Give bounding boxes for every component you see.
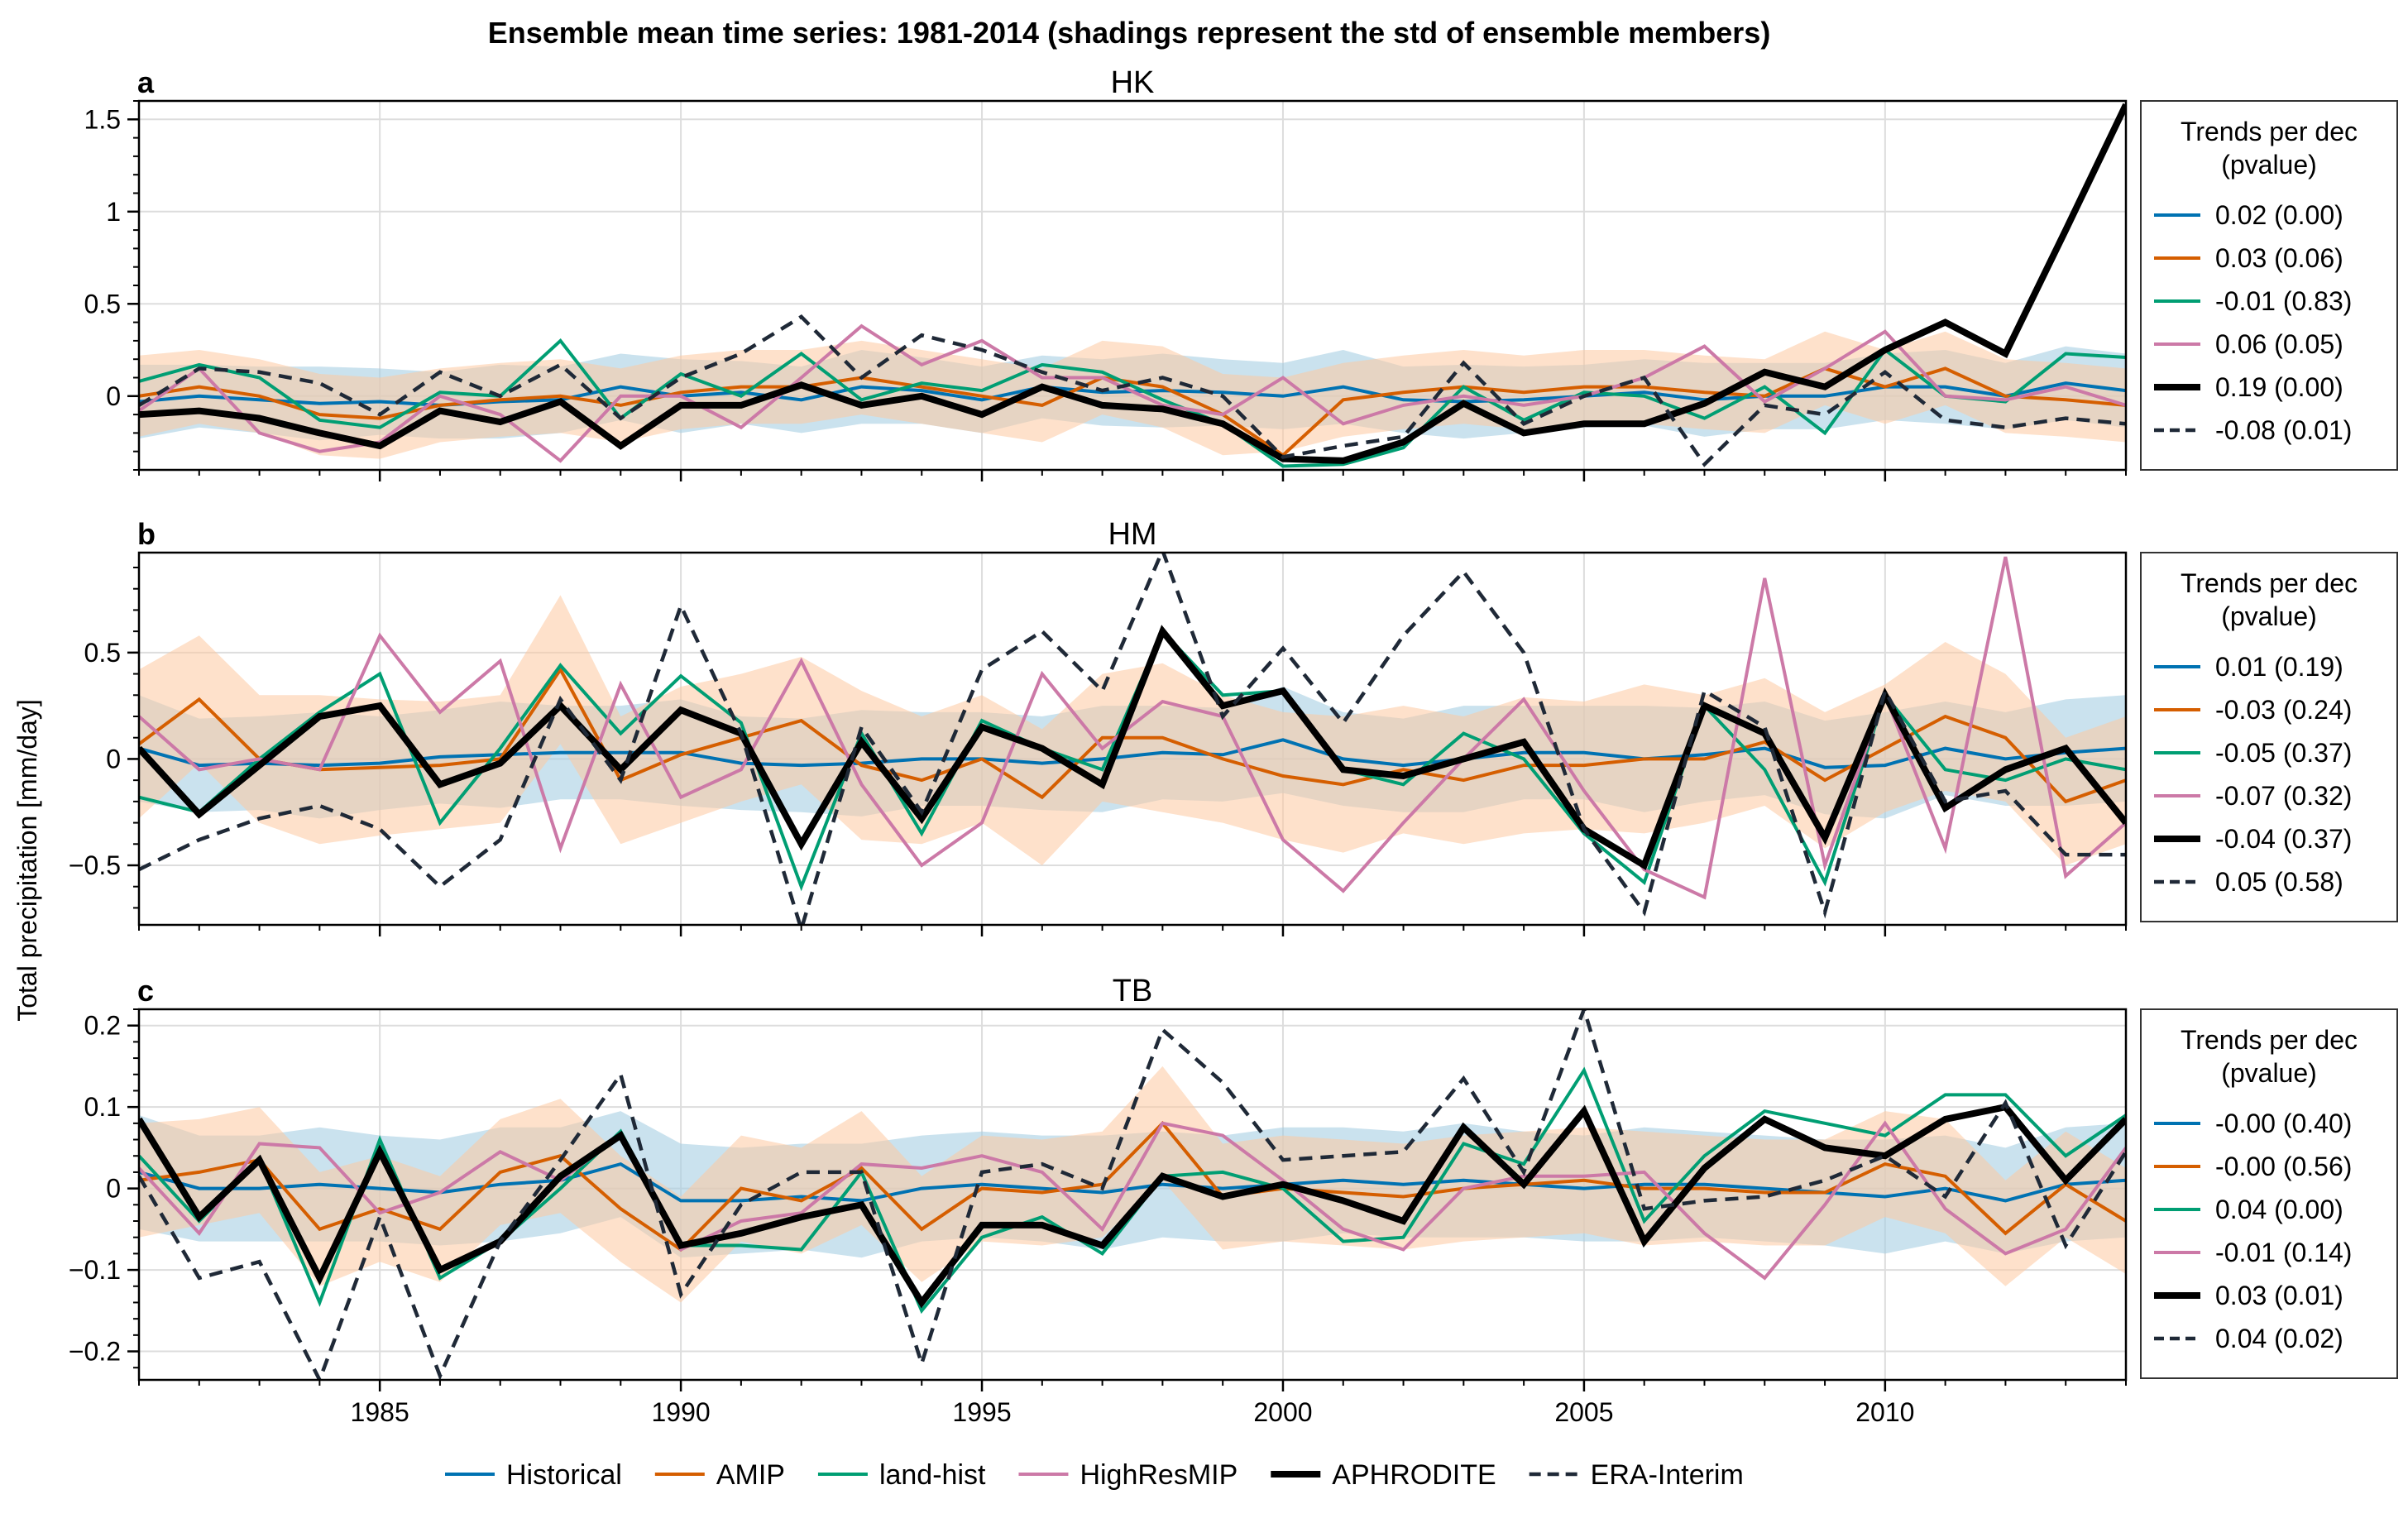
panel-c: −0.2 −0.1 0 0.1 0.2 1985 1990 1995 2000 2005 2010… <box>69 974 2398 1427</box>
panel-b-legend-entry-era-interim: 0.05 (0.58) <box>2215 867 2343 897</box>
panel-b-series-historical <box>139 738 2126 769</box>
x-tick-label-1990: 1990 <box>651 1397 710 1427</box>
panel-c-x-ticks: 1985 1990 1995 2000 2005 2010 <box>138 1380 2127 1427</box>
panel-c-series-historical <box>139 1161 2126 1203</box>
panel-c-y-tick-label-2: 0 <box>106 1174 121 1204</box>
panel-c-legend-box <box>2140 1008 2398 1379</box>
panel-c-series-aphrodite <box>139 1103 2126 1309</box>
panel-b-legend-entry-aphrodite: -0.04 (0.37) <box>2215 824 2352 854</box>
panel-a-y-tick-label-0: 0 <box>106 381 121 411</box>
panel-c-series-highresmip <box>139 1120 2126 1281</box>
x-tick-label-2010: 2010 <box>1855 1397 1914 1427</box>
panel-c-legend-entry-era-interim: 0.04 (0.02) <box>2215 1324 2343 1353</box>
panel-b-legend-title-2: (pvalue) <box>2221 601 2317 631</box>
panel-b-series-aphrodite <box>139 625 2126 870</box>
panel-c-legend-entry-aphrodite: 0.03 (0.01) <box>2215 1281 2343 1310</box>
panel-a-legend-entry-aphrodite: 0.19 (0.00) <box>2215 372 2343 402</box>
x-tick-label-2005: 2005 <box>1554 1397 1613 1427</box>
panel-a-series-era-interim <box>139 314 2126 467</box>
panel-a-shade-amip <box>139 331 2126 459</box>
panel-c-series-era-interim <box>139 1009 2126 1380</box>
panel-c-legend-entry-land-hist: 0.04 (0.00) <box>2215 1195 2343 1224</box>
panel-c-y-tick-label-3: 0.1 <box>84 1092 121 1122</box>
panel-c-shades <box>139 1066 2126 1303</box>
panel-c-title: TB <box>1113 974 1153 1008</box>
panel-b-frame <box>137 551 2128 927</box>
panel-a-shades <box>139 331 2126 459</box>
panel-a-frame <box>137 99 2128 472</box>
panel-b-series-amip <box>139 666 2126 804</box>
x-tick-label-2000: 2000 <box>1253 1397 1312 1427</box>
panel-c-y-ticks: −0.2 −0.1 0 0.1 0.2 <box>69 1008 139 1369</box>
panel-c-series <box>139 1009 2126 1380</box>
x-tick-label-1985: 1985 <box>351 1397 409 1427</box>
panel-b-legend: Trends per dec(pvalue) 0.01 (0.19) -0.03 (… <box>2140 552 2398 922</box>
panel-b-title: HM <box>1108 517 1156 552</box>
panel-b-y-tick-label-1: 0 <box>106 744 121 773</box>
panel-b-legend-entry-land-hist: -0.05 (0.37) <box>2215 738 2352 768</box>
panel-c-legend-entry-amip: -0.00 (0.56) <box>2215 1152 2352 1181</box>
panel-c-shade-amip <box>139 1066 2126 1303</box>
legend-label-era-interim: ERA-Interim <box>1591 1459 1744 1491</box>
panel-a-legend-entry-land-hist: -0.01 (0.83) <box>2215 286 2352 316</box>
panel-a-label: a <box>137 65 155 99</box>
panel-c-legend-entry-historical: -0.00 (0.40) <box>2215 1109 2352 1138</box>
panel-c-y-tick-label-0: −0.2 <box>69 1337 121 1367</box>
legend-label-aphrodite: APHRODITE <box>1332 1459 1496 1491</box>
panel-b-y-tick-label-2: 0.5 <box>84 638 121 668</box>
panel-a-y-tick-label-3: 1.5 <box>84 104 121 134</box>
x-tick-label-1995: 1995 <box>952 1397 1011 1427</box>
panel-b: −0.5 0 0.5 b HM Trends per dec(pvalue) 0.01… <box>69 517 2398 936</box>
y-axis-label: Total precipitation [mm/day] <box>12 699 42 1022</box>
panel-a-series-highresmip <box>139 323 2126 463</box>
bottom-legend: Historical AMIP land-hist HighResMIP APHRODI… <box>445 1459 1744 1491</box>
figure-title: Ensemble mean time series: 1981-2014 (sh… <box>488 16 1771 50</box>
panel-b-series-era-interim <box>139 553 2126 925</box>
panel-b-legend-entry-historical: 0.01 (0.19) <box>2215 652 2343 682</box>
panel-c-legend-title-2: (pvalue) <box>2221 1058 2317 1088</box>
panel-b-series-highresmip <box>139 556 2126 900</box>
panel-a-title: HK <box>1111 65 1155 100</box>
panel-c-y-tick-label-4: 0.2 <box>84 1011 121 1041</box>
panel-c-y-tick-label-1: −0.1 <box>69 1255 121 1285</box>
panel-b-legend-box <box>2140 552 2398 922</box>
panel-a-y-tick-label-1: 0.5 <box>84 289 121 318</box>
legend-label-historical: Historical <box>506 1459 622 1491</box>
panel-b-legend-title-1: Trends per dec <box>2181 568 2358 598</box>
panel-c-frame <box>137 1008 2128 1382</box>
panel-b-label: b <box>137 517 156 551</box>
panel-c-label: c <box>137 974 154 1008</box>
legend-label-highresmip: HighResMIP <box>1080 1459 1238 1491</box>
panel-a-series-aphrodite <box>139 103 2126 464</box>
panel-c-legend-entry-highresmip: -0.01 (0.14) <box>2215 1238 2352 1267</box>
legend-label-land-hist: land-hist <box>879 1459 986 1491</box>
panel-b-series <box>139 553 2126 925</box>
panel-a-y-ticks: 0 0.5 1 1.5 <box>84 100 139 471</box>
panel-c-legend: Trends per dec(pvalue) -0.00 (0.40) -0.00 … <box>2140 1008 2398 1379</box>
panel-a-y-tick-label-2: 1 <box>106 197 121 227</box>
panel-a-legend: Trends per dec (pvalue) 0.02 (0.00) 0.03 (0… <box>2140 100 2398 471</box>
panel-b-legend-entry-highresmip: -0.07 (0.32) <box>2215 781 2352 811</box>
panel-a-legend-entry-historical: 0.02 (0.00) <box>2215 200 2343 230</box>
panel-a-legend-entry-amip: 0.03 (0.06) <box>2215 243 2343 273</box>
panel-c-series-amip <box>139 1120 2126 1252</box>
panel-c-legend-title-1: Trends per dec <box>2181 1025 2358 1055</box>
panel-a-legend-entry-era-interim: -0.08 (0.01) <box>2215 415 2352 445</box>
panel-b-shade-amip <box>139 595 2126 865</box>
panel-a-legend-title-2: (pvalue) <box>2221 150 2317 180</box>
legend-label-amip: AMIP <box>716 1459 785 1491</box>
panel-b-legend-entry-amip: -0.03 (0.24) <box>2215 695 2352 725</box>
panel-a-legend-box <box>2140 100 2398 471</box>
panel-a-legend-title-1: Trends per dec <box>2181 117 2358 146</box>
panel-b-y-tick-label-0: −0.5 <box>69 850 121 880</box>
panel-a-legend-entry-highresmip: 0.06 (0.05) <box>2215 329 2343 359</box>
panel-a: 0 0.5 1 1.5 a HK Trends per dec (pvalue) 0.02… <box>84 65 2398 481</box>
panel-a-series <box>139 103 2126 468</box>
